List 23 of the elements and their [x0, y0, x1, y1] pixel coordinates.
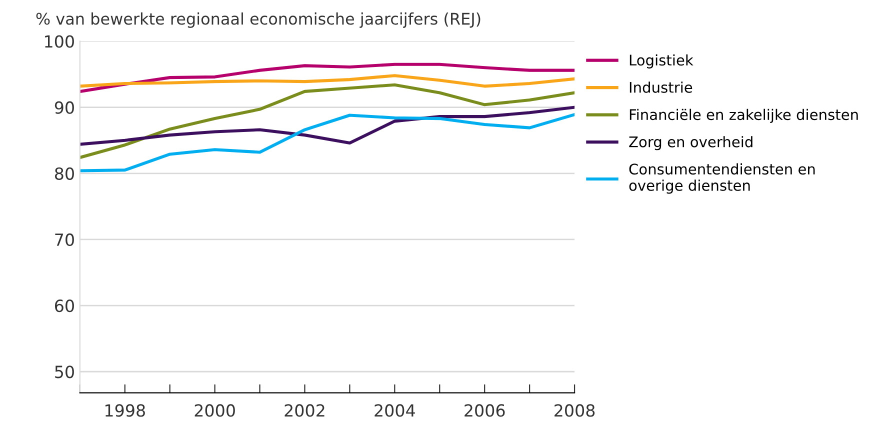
line-series	[80, 62, 575, 93]
x-tick-label: 2008	[554, 404, 595, 417]
y-tick-label: 60	[55, 300, 74, 312]
y-tick-label: 70	[55, 233, 74, 246]
legend-label: Industrie	[630, 82, 692, 93]
x-tick-label: 2006	[464, 404, 505, 417]
x-tick-label: 2004	[374, 404, 415, 417]
legend-label: Consumentendiensten en overige diensten	[629, 163, 815, 194]
y-tick-label: 80	[54, 167, 74, 180]
x-tick-label: 2000	[194, 404, 235, 417]
legend-label: Logistiek	[630, 54, 694, 68]
line-series	[80, 83, 575, 160]
legend-label: Zorg en overheid	[629, 136, 752, 150]
x-tick-label: 1998	[106, 404, 145, 417]
chart-title: % van bewerkte regionaal economische jaarcijfers (REJ)	[36, 12, 480, 28]
y-tick-label: 100	[45, 35, 74, 48]
legend-label: Financiële en zakelijke diensten	[630, 108, 858, 123]
x-tick-label: 2002	[284, 404, 324, 417]
y-tick-label: 90	[54, 101, 74, 114]
line-series	[80, 113, 575, 172]
line-series	[80, 106, 575, 146]
line-series	[80, 74, 575, 88]
y-tick-label: 50	[55, 366, 74, 378]
